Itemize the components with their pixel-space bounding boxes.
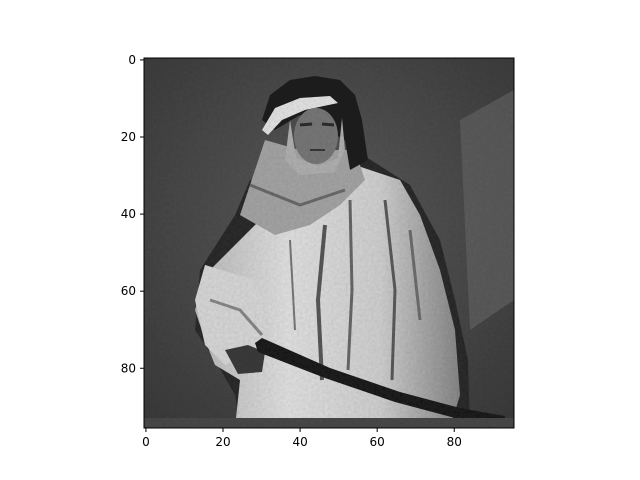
y-tick-label: 0 [128,53,136,67]
y-tick-label: 40 [121,207,136,221]
x-tick-label: 0 [142,435,150,449]
x-axis: 0 20 40 60 80 [142,428,462,449]
x-tick-label: 60 [370,435,385,449]
y-tick-label: 80 [121,361,136,375]
y-tick-label: 20 [121,130,136,144]
x-tick-label: 80 [447,435,462,449]
heatmap-image [144,58,514,428]
y-axis: 0 20 40 60 80 [121,53,144,375]
x-tick-label: 20 [215,435,230,449]
x-tick-label: 40 [292,435,307,449]
y-tick-label: 60 [121,284,136,298]
